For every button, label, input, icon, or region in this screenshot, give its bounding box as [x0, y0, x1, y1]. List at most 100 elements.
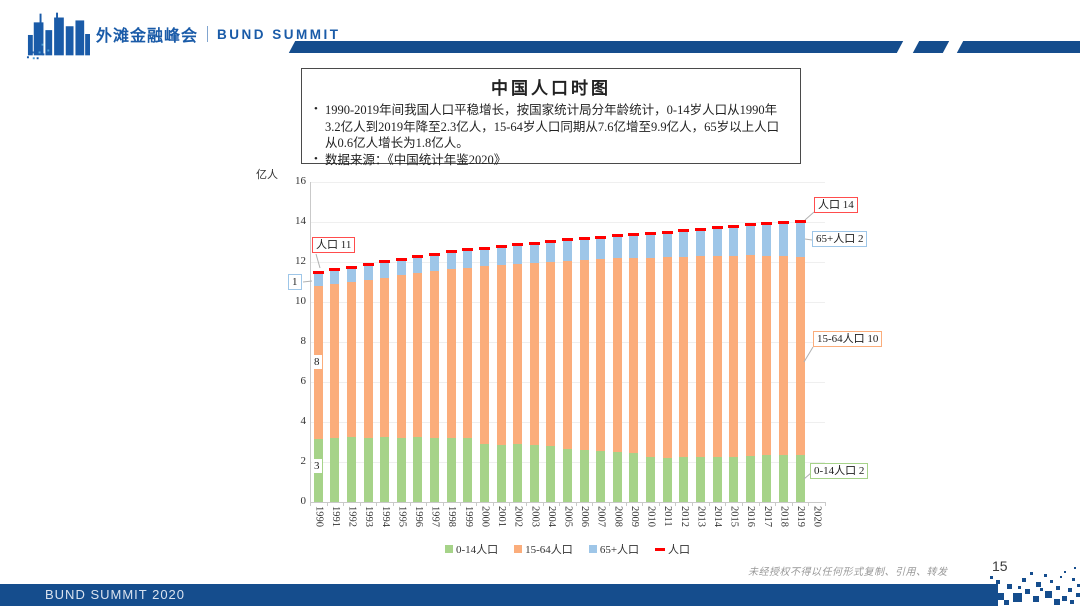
total-marker	[462, 248, 474, 252]
bar-segment	[629, 452, 639, 502]
x-axis-label: 1993	[363, 506, 375, 527]
bar-segment	[513, 263, 523, 445]
bar-segment	[729, 255, 739, 457]
bar-segment	[446, 437, 456, 502]
x-axis-label: 2018	[778, 506, 790, 527]
x-axis-tick	[575, 503, 577, 506]
bar-segment	[496, 444, 506, 502]
x-axis-label: 2010	[645, 506, 657, 527]
bar-segment	[479, 266, 489, 444]
footer-brand: BUND SUMMIT 2020	[45, 587, 186, 602]
bar-segment	[795, 257, 805, 455]
x-axis-label: 2020	[811, 506, 823, 527]
bar-segment	[712, 256, 722, 457]
bar-segment	[313, 273, 323, 286]
bar-segment	[413, 257, 423, 273]
x-axis-label: 1998	[446, 506, 458, 527]
x-axis-tick	[592, 503, 594, 506]
y-axis-label: 10	[295, 295, 306, 307]
x-axis-label: 1997	[429, 506, 441, 527]
bar-segment	[546, 446, 556, 502]
total-marker	[312, 271, 324, 275]
bar-segment	[646, 233, 656, 258]
footer-bar: BUND SUMMIT 2020	[0, 584, 998, 606]
legend-item: 65+人口	[588, 541, 639, 557]
bar-segment	[662, 457, 672, 502]
total-marker	[445, 250, 457, 254]
callout-total-2019: 人口 14	[814, 197, 858, 213]
y-axis-label: 16	[295, 175, 306, 187]
total-marker	[545, 240, 557, 243]
x-axis-label: 1990	[313, 506, 325, 527]
summary-box: 中国人口时图 1990-2019年间我国人口平稳增长，按国家统计局分年龄统计，0…	[301, 68, 801, 167]
page-number: 15	[992, 558, 1008, 574]
legend-swatch	[514, 545, 523, 553]
bar-segment	[363, 280, 373, 438]
chart-legend: 0-14人口 15-64人口 65+人口 人口	[310, 541, 825, 557]
bar-segment	[430, 437, 440, 502]
x-axis-label: 2001	[496, 506, 508, 527]
x-axis-label: 2014	[712, 506, 724, 527]
total-marker	[661, 230, 673, 234]
bar-segment	[330, 437, 340, 502]
bar-segment	[563, 449, 572, 502]
bar-segment	[679, 256, 689, 458]
bar-segment	[430, 254, 440, 271]
bar-segment	[579, 239, 589, 260]
legend-swatch	[655, 547, 666, 551]
y-axis-label: 0	[300, 495, 307, 507]
bar-segment	[596, 259, 606, 451]
x-axis-tick	[692, 503, 694, 506]
x-axis-tick	[658, 503, 660, 506]
bar-segment	[612, 236, 622, 259]
x-axis-tick	[509, 503, 511, 506]
total-marker	[329, 268, 341, 272]
bar-segment	[695, 256, 705, 458]
y-axis-label: 6	[300, 375, 307, 387]
legend-item: 人口	[655, 541, 690, 557]
bar-segment	[330, 284, 340, 438]
total-marker	[346, 265, 358, 269]
bar-segment	[479, 248, 489, 267]
bar-segment	[563, 260, 572, 449]
x-axis-label: 2004	[545, 506, 557, 527]
bar-segment	[446, 269, 456, 438]
bar-segment	[463, 250, 473, 268]
bar-segment	[380, 277, 390, 438]
y-axis-label: 8	[300, 335, 307, 347]
x-axis-label: 2002	[512, 506, 524, 527]
gridline	[310, 182, 825, 183]
bar-segment	[695, 457, 705, 502]
x-axis-tick	[758, 503, 760, 506]
x-axis-tick	[542, 503, 544, 506]
x-axis-tick	[359, 503, 361, 506]
bar-segment	[463, 267, 473, 438]
bar-segment	[646, 457, 656, 502]
bar-segment	[729, 227, 739, 256]
bar-segment	[778, 256, 788, 455]
bar-segment	[695, 229, 705, 257]
x-axis-label: 2005	[562, 506, 574, 527]
bar-segment	[513, 444, 523, 502]
x-axis-tick	[708, 503, 710, 506]
bar-segment	[629, 257, 639, 453]
legend-swatch	[444, 545, 453, 553]
x-axis-label: 2006	[579, 506, 591, 527]
summary-bullet-2: 数据来源：《中国统计年鉴2020》	[312, 152, 790, 169]
logo-text-cn: 外滩金融峰会	[96, 28, 199, 45]
x-axis-tick	[741, 503, 743, 506]
logo-divider	[207, 26, 209, 42]
bar-segment	[380, 437, 390, 502]
bund-summit-logo: 外滩金融峰会 BUND SUMMIT	[26, 8, 341, 60]
bar-segment	[396, 437, 406, 502]
bar-segment	[612, 451, 622, 502]
x-axis-tick	[791, 503, 793, 506]
x-axis-tick	[825, 503, 826, 506]
bar-segment	[612, 258, 622, 452]
total-marker	[645, 231, 657, 235]
x-axis-tick	[642, 503, 644, 506]
y-axis-label: 4	[300, 415, 307, 427]
x-axis-label: 2019	[795, 506, 807, 527]
bar-segment	[529, 263, 539, 445]
